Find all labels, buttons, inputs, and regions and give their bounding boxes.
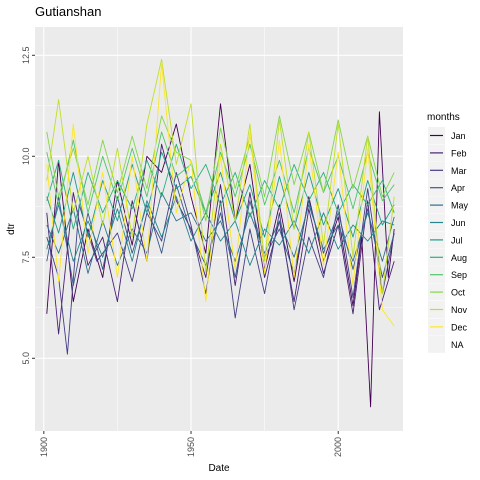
legend: months Jan Feb Mar Apr May Jun Jul Aug Sep Oct Nov…	[427, 112, 469, 353]
y-tick-label: 10.0	[21, 148, 31, 166]
legend-label-oct: Oct	[451, 288, 466, 298]
legend-label-jan: Jan	[451, 131, 466, 141]
series-line-may	[46, 192, 395, 274]
legend-label-feb: Feb	[451, 148, 467, 158]
series-line-aug	[46, 143, 395, 230]
series-line-nov	[46, 58, 395, 295]
legend-label-na: NA	[451, 340, 464, 350]
legend-label-apr: Apr	[451, 183, 465, 193]
legend-title: months	[427, 112, 460, 123]
y-tick-label: 7.5	[21, 251, 31, 264]
legend-label-nov: Nov	[451, 305, 468, 315]
series-line-jul	[46, 151, 395, 238]
legend-label-mar: Mar	[451, 166, 467, 176]
legend-label-aug: Aug	[451, 253, 467, 263]
series-line-sep	[46, 131, 395, 214]
chart-title: Gutianshan	[35, 4, 102, 19]
x-tick-label: 1900	[39, 437, 49, 457]
legend-label-sep: Sep	[451, 270, 467, 280]
series-line-mar	[46, 171, 395, 355]
x-axis-title: Date	[208, 463, 230, 474]
series-line-dec	[46, 62, 395, 327]
x-tick-label: 1950	[186, 437, 196, 457]
series-line-oct	[46, 115, 395, 222]
y-axis-title: dtr	[6, 222, 17, 234]
axes-layer: 1900 1950 2000 5.0 7.5 10.0 12.5	[21, 47, 343, 458]
legend-label-may: May	[451, 201, 469, 211]
legend-key	[428, 335, 445, 353]
x-tick-label: 2000	[333, 437, 343, 457]
y-tick-label: 5.0	[21, 352, 31, 365]
series-line-jun	[46, 196, 395, 266]
y-tick-label: 12.5	[21, 47, 31, 65]
legend-label-dec: Dec	[451, 322, 468, 332]
legend-label-jul: Jul	[451, 235, 463, 245]
series-layer	[46, 58, 395, 408]
legend-label-jun: Jun	[451, 218, 466, 228]
